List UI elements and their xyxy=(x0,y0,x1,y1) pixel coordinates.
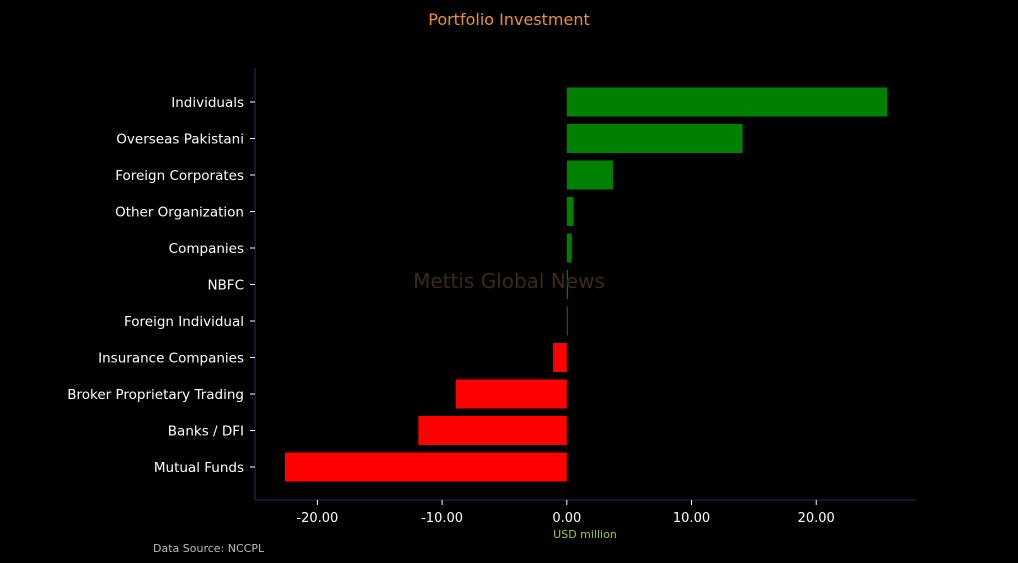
bar-companies xyxy=(566,233,572,263)
x-axis-label: USD million xyxy=(553,528,617,541)
y-tick-label: Insurance Companies xyxy=(98,351,244,367)
chart-title: Portfolio Investment xyxy=(428,10,590,29)
x-tick-label: -10.00 xyxy=(421,511,463,526)
y-tick-label: Foreign Corporates xyxy=(115,168,244,184)
watermark: Mettis Global News xyxy=(413,269,605,293)
y-tick-label: Other Organization xyxy=(115,205,244,221)
bar-mutual-funds xyxy=(284,452,567,482)
bar-overseas-pakistani xyxy=(566,124,743,153)
y-tick-label: Foreign Individual xyxy=(124,314,244,330)
bar-banks-dfi xyxy=(418,416,567,445)
y-tick-label: Companies xyxy=(169,241,244,257)
data-source-note: Data Source: NCCPL xyxy=(153,542,265,555)
x-tick-label: 10.00 xyxy=(673,511,710,526)
x-tick-label: -20.00 xyxy=(296,511,338,526)
x-tick-label: 20.00 xyxy=(798,511,835,526)
x-tick-label: 0.00 xyxy=(552,511,581,526)
y-tick-label: NBFC xyxy=(207,278,244,294)
y-axis-ticks: Individuals Overseas Pakistani Foreign Cor… xyxy=(67,95,255,476)
x-axis-ticks: -20.00 -10.00 0.00 10.00 20.00 xyxy=(296,500,835,526)
y-tick-label: Individuals xyxy=(171,95,244,111)
bar-other-organization xyxy=(566,197,574,226)
y-tick-label: Banks / DFI xyxy=(168,424,244,440)
bar-broker-proprietary-trading xyxy=(455,379,567,409)
y-tick-label: Overseas Pakistani xyxy=(116,132,244,148)
bar-insurance-companies xyxy=(553,343,567,372)
bar-individuals xyxy=(566,87,888,117)
y-tick-label: Broker Proprietary Trading xyxy=(67,387,244,403)
bar-nbfc xyxy=(566,270,569,299)
bar-foreign-corporates xyxy=(566,160,613,190)
bar-foreign-individual xyxy=(566,306,568,336)
y-tick-label: Mutual Funds xyxy=(154,460,244,476)
bars-group xyxy=(284,87,888,482)
